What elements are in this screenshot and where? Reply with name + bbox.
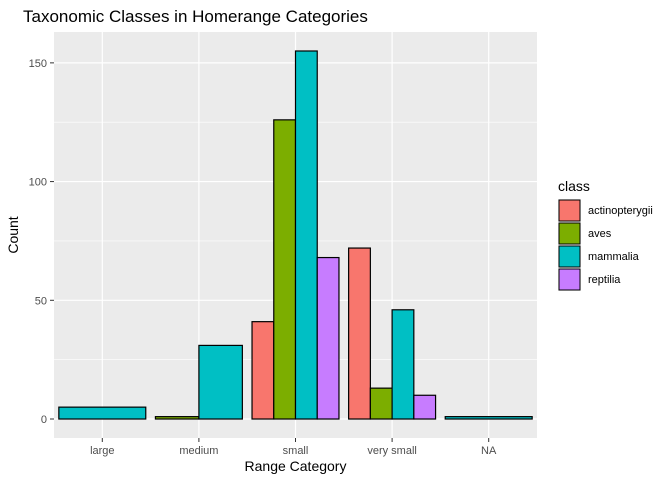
legend-label-actinopterygii: actinopterygii [588,205,653,217]
y-axis: 0 50 100 150 [29,58,54,426]
legend-swatch-actinopterygii [558,199,581,222]
legend-label-aves: aves [588,228,612,240]
bar-actinopterygii-small [251,321,275,420]
y-tick-label: 150 [29,58,47,70]
bar-actinopterygii-very-small [348,247,371,420]
bar-mammalia-very-small [391,309,415,420]
y-tick-label: 0 [41,414,47,426]
chart-title: Taxonomic Classes in Homerange Categorie… [23,7,368,26]
bar-aves-small [273,119,297,420]
x-tick-label: medium [179,445,218,457]
bar-mammalia-NA [444,416,533,420]
bar-mammalia-small [294,50,318,420]
y-axis-label: Count [5,216,21,253]
x-tick-label: very small [367,445,417,457]
legend: class actinopterygii aves mammalia reptilia [558,178,653,291]
bar-reptilia-small [316,256,340,420]
y-tick-label: 100 [29,177,47,189]
y-tick-label: 50 [35,295,47,307]
legend-swatch-mammalia [558,245,581,268]
bar-mammalia-medium [198,344,243,420]
x-tick-label: small [283,445,309,457]
legend-swatch-reptilia [558,268,581,291]
bar-mammalia-large [58,406,147,420]
legend-label-mammalia: mammalia [588,251,640,263]
bar-reptilia-very-small [413,394,437,420]
bar-aves-very-small [369,387,393,420]
x-axis: large medium small very small NA [90,438,497,457]
legend-title: class [558,178,590,194]
bars [58,50,533,420]
x-axis-label: Range Category [245,458,347,474]
x-tick-label: large [90,445,114,457]
x-tick-label: NA [481,445,497,457]
legend-swatch-aves [558,222,581,245]
bar-aves-medium [154,416,200,420]
legend-label-reptilia: reptilia [588,274,621,286]
